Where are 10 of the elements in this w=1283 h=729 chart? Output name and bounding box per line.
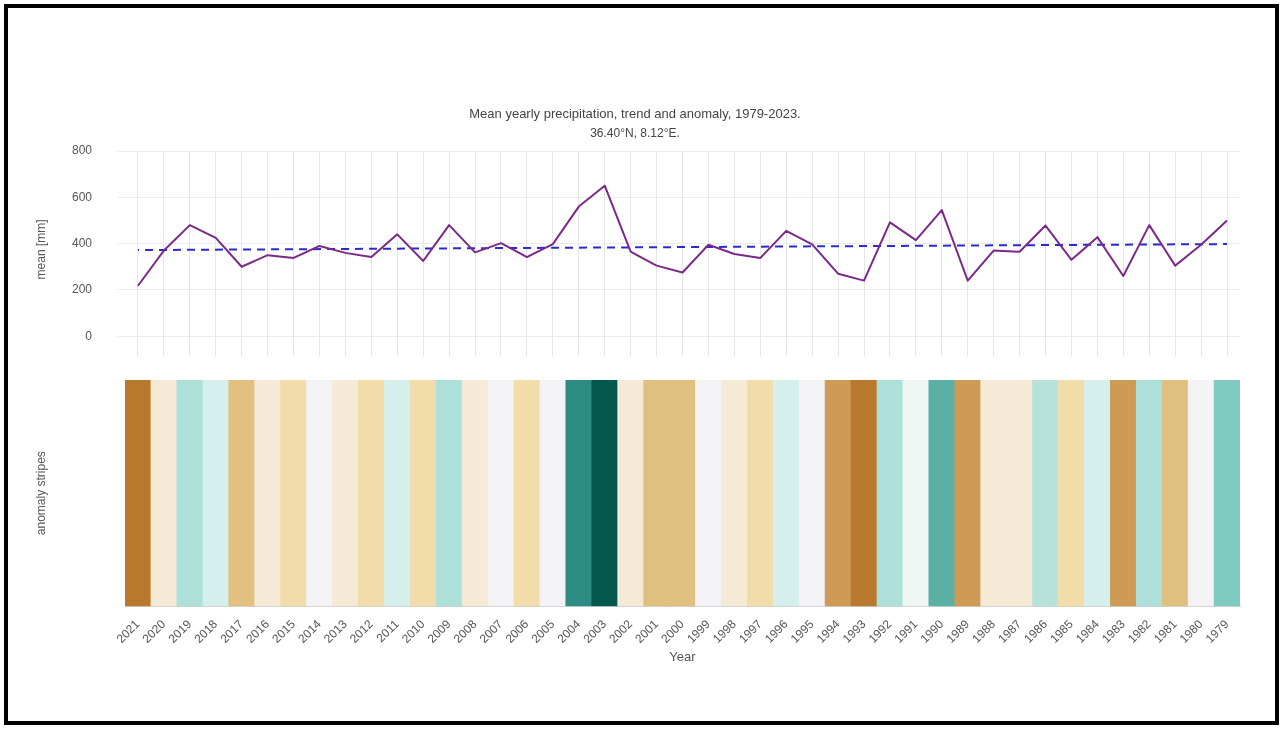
chart-title: Mean yearly precipitation, trend and anomaly, 1979-2023. [469, 106, 801, 122]
y-tick-label: 400 [71, 235, 93, 250]
x-axis-title: Year [669, 648, 697, 664]
chart-subtitle: 36.40°N, 8.12°E. [590, 126, 680, 141]
y-tick-label: 0 [85, 328, 93, 343]
y-tick-label: 800 [71, 143, 93, 158]
y-tick-label: 600 [71, 189, 93, 204]
y-axis-title: anomaly stripes [33, 451, 48, 536]
y-axis-title: mean [mm] [33, 219, 48, 280]
y-tick-label: 200 [71, 282, 93, 297]
